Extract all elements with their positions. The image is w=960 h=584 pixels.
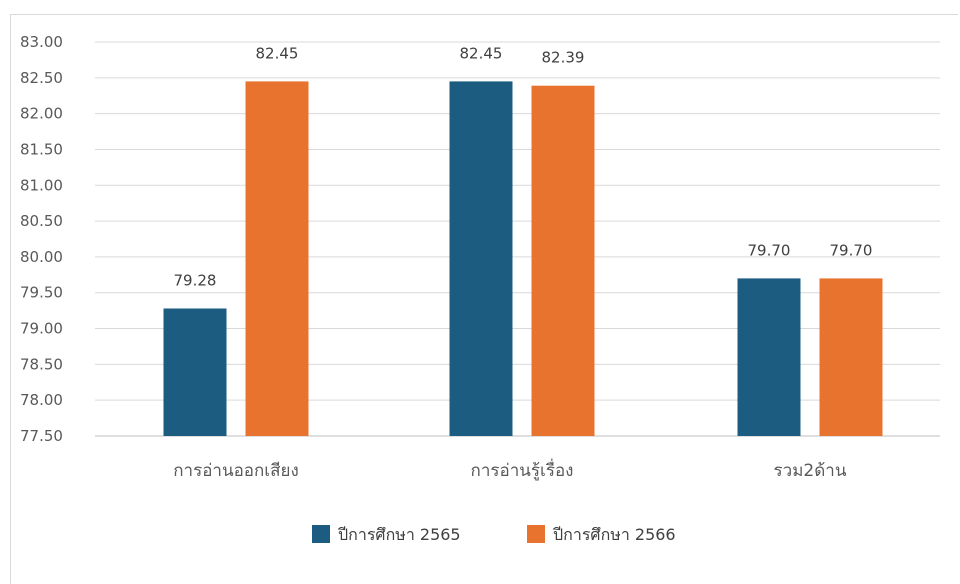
bar-series2-2 (531, 85, 595, 436)
y-tick-label: 79.50 (20, 284, 63, 302)
y-tick-label: 78.50 (20, 355, 63, 373)
legend-label: ปีการศึกษา 2565 (338, 525, 461, 544)
x-category-label: รวม2ด้าน (774, 461, 847, 481)
y-tick-label: 80.50 (20, 212, 63, 230)
x-axis-category-labels: การอ่านออกเสียง การอ่านรู้เรื่อง รวม2ด้าน (173, 458, 847, 481)
legend-swatch (527, 525, 545, 543)
y-tick-label: 77.50 (20, 427, 63, 445)
y-tick-label: 81.50 (20, 140, 63, 158)
legend-swatch (312, 525, 330, 543)
y-tick-label: 82.50 (20, 69, 63, 87)
bar-chart: 77.50 78.00 78.50 79.00 79.50 80.00 80.50 81.00… (20, 33, 940, 544)
bar-series2-1 (245, 81, 309, 437)
bars (163, 81, 883, 437)
y-tick-label: 83.00 (20, 33, 63, 51)
y-tick-label: 78.00 (20, 391, 63, 409)
y-tick-label: 79.00 (20, 320, 63, 338)
x-category-label: การอ่านรู้เรื่อง (471, 458, 574, 481)
data-label: 82.45 (460, 44, 503, 62)
y-axis-tick-labels: 77.50 78.00 78.50 79.00 79.50 80.00 80.50 81.00… (20, 33, 63, 445)
legend-label: ปีการศึกษา 2566 (553, 525, 676, 544)
chart-frame (10, 14, 958, 584)
data-label: 82.45 (256, 44, 299, 62)
y-tick-label: 81.00 (20, 176, 63, 194)
bar-series1-1 (163, 308, 227, 436)
x-category-label: การอ่านออกเสียง (173, 461, 299, 481)
data-label: 79.28 (174, 271, 217, 289)
data-labels: 79.28 82.45 79.70 82.45 82.39 79.70 (174, 44, 873, 289)
y-tick-label: 82.00 (20, 105, 63, 123)
y-tick-label: 80.00 (20, 248, 63, 266)
bar-series1-3 (737, 278, 801, 436)
data-label: 79.70 (830, 241, 873, 259)
bar-series2-3 (819, 278, 883, 436)
data-label: 79.70 (748, 241, 791, 259)
bar-series1-2 (449, 81, 513, 437)
legend: ปีการศึกษา 2565 ปีการศึกษา 2566 (312, 525, 676, 544)
data-label: 82.39 (542, 49, 585, 67)
